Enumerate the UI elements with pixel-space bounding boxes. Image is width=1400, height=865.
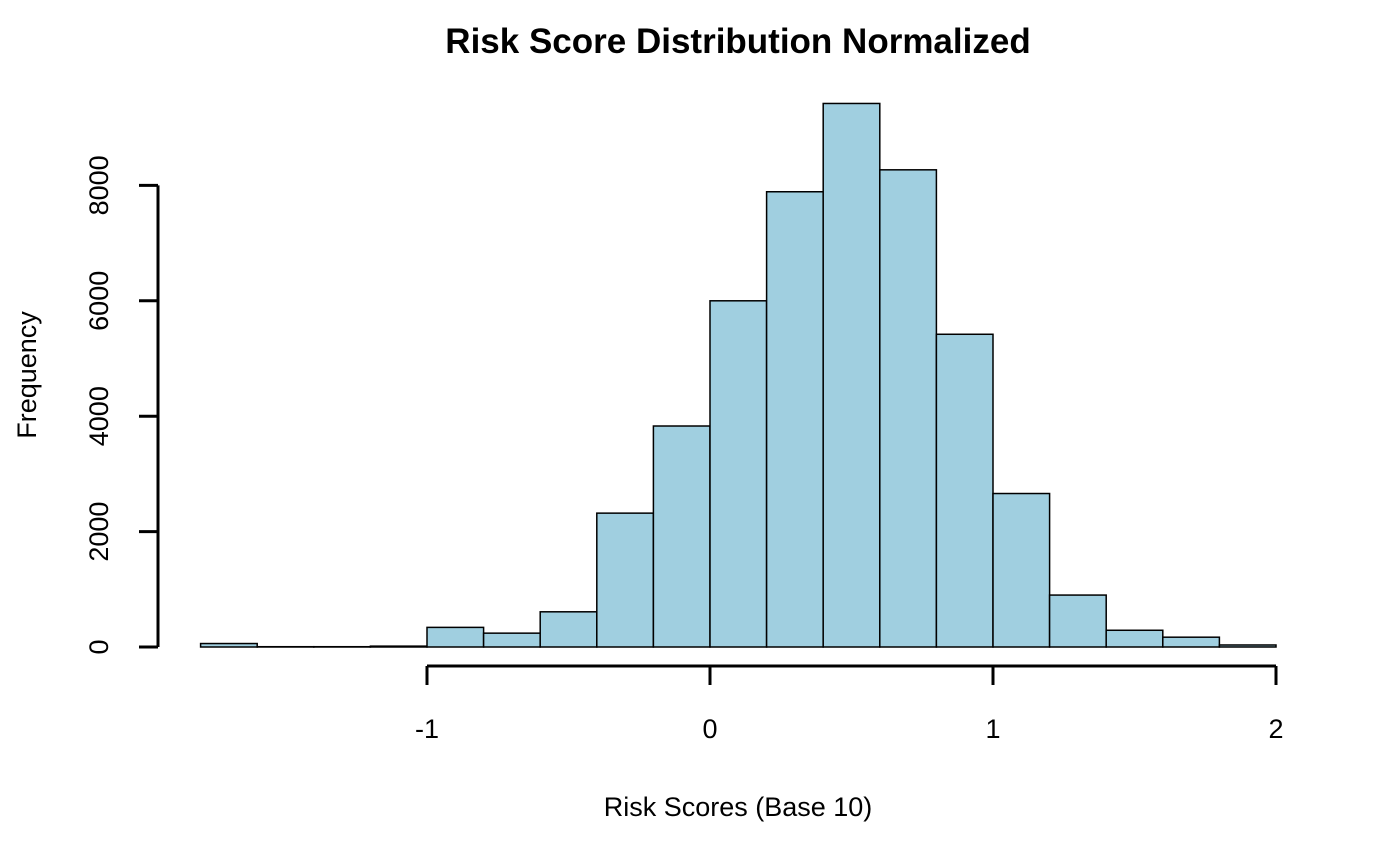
histogram-bar <box>1048 594 1107 648</box>
y-tick-label: 0 <box>84 639 114 654</box>
histogram-bar <box>482 632 541 648</box>
histogram-bar <box>596 512 655 648</box>
x-tick-label: -1 <box>415 714 439 744</box>
x-tick-label: 1 <box>985 714 1000 744</box>
histogram-bar <box>199 642 258 648</box>
y-tick-label: 2000 <box>84 502 114 562</box>
chart-title: Risk Score Distribution Normalized <box>445 22 1030 61</box>
y-tick-label: 4000 <box>84 386 114 446</box>
histogram-bar <box>1105 629 1164 648</box>
x-axis-label: Risk Scores (Base 10) <box>604 792 873 822</box>
histogram-bar <box>426 626 485 648</box>
histogram-bar <box>935 333 994 648</box>
histogram-bar <box>765 190 824 648</box>
histogram-bar <box>709 300 768 648</box>
y-tick-label: 8000 <box>84 155 114 215</box>
histogram-bar <box>992 492 1051 648</box>
bars-group <box>199 102 1277 648</box>
y-axis-label: Frequency <box>12 311 42 439</box>
x-tick-label: 2 <box>1268 714 1283 744</box>
histogram-bar <box>879 169 938 648</box>
histogram-bar <box>822 102 881 648</box>
histogram-bar <box>369 645 428 648</box>
histogram-bar <box>1162 636 1221 648</box>
y-axis: 0 2000 4000 6000 8000 <box>84 155 160 655</box>
x-axis: -1 0 1 2 <box>415 664 1284 744</box>
histogram-bar <box>539 611 598 648</box>
histogram-bar <box>1218 644 1277 648</box>
y-tick-label: 6000 <box>84 271 114 331</box>
x-tick-label: 0 <box>702 714 717 744</box>
histogram-bar <box>652 425 711 648</box>
